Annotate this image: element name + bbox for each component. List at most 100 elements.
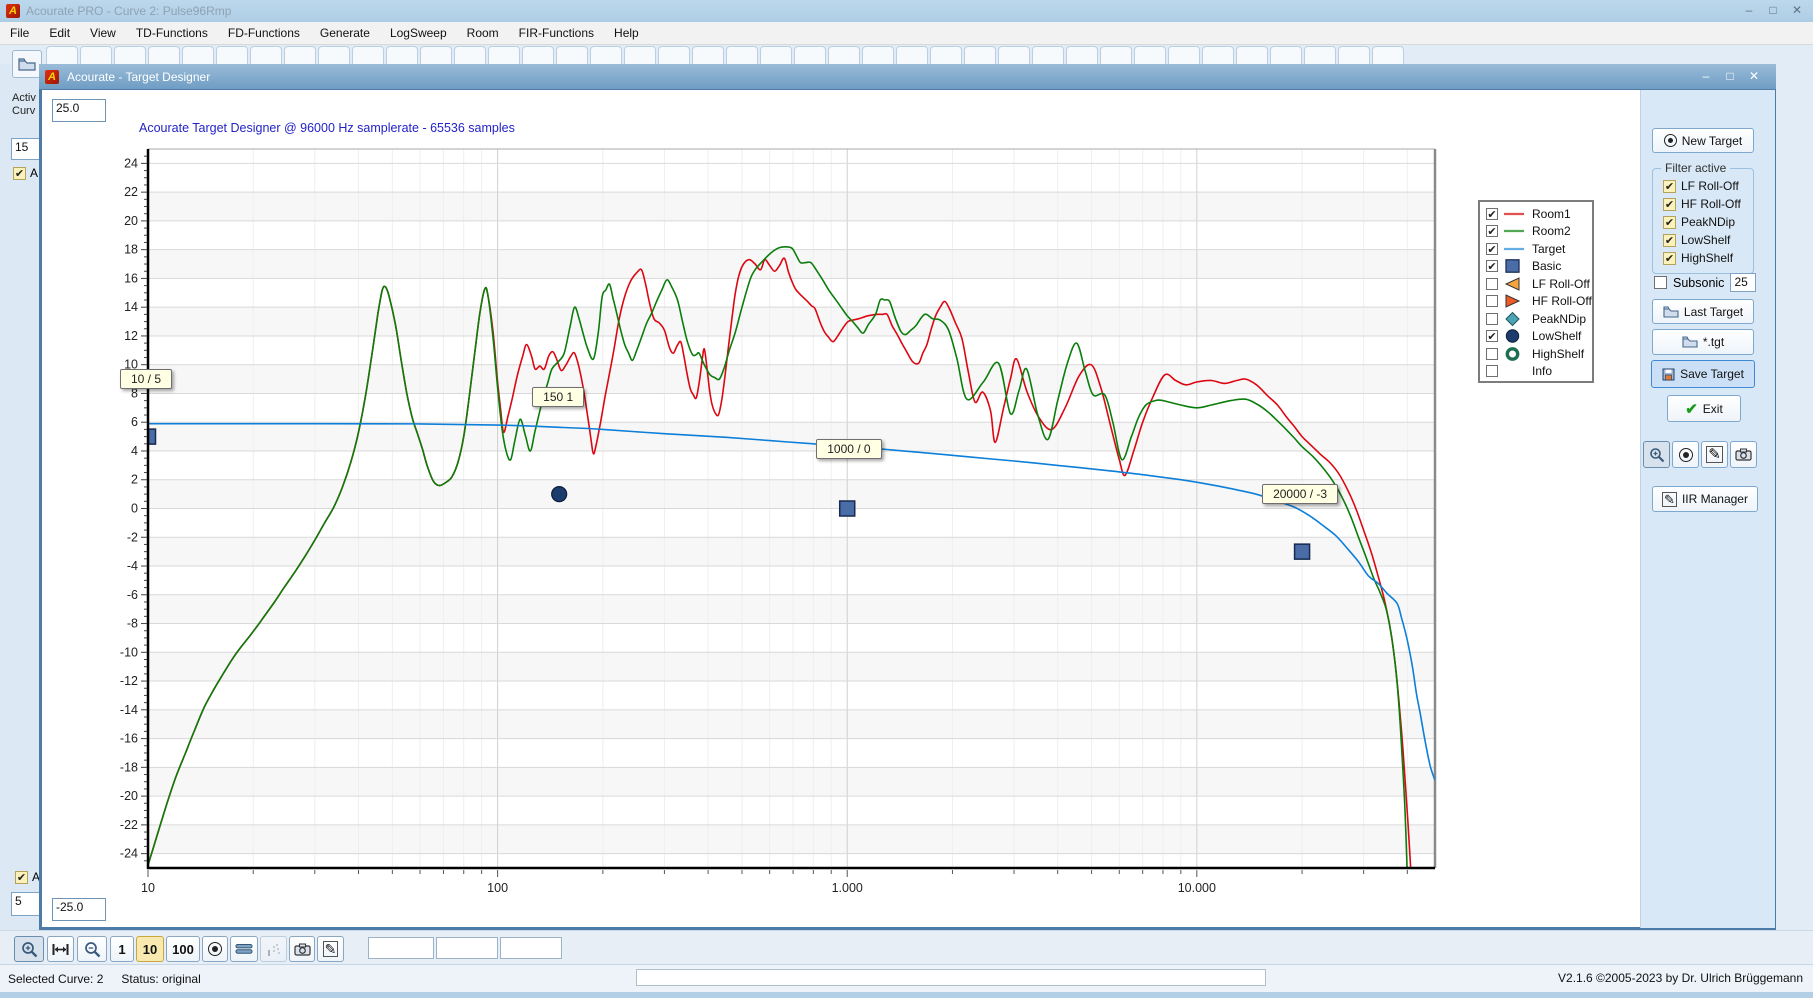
legend-checkbox-highshelf[interactable] [1486, 347, 1498, 360]
legend-item-lf-roll-off: LF Roll-Off [1480, 275, 1592, 293]
zoom-out-button[interactable] [77, 936, 107, 962]
legend-symbol-line-icon [1504, 247, 1524, 250]
legend-symbol-square-icon [1505, 259, 1520, 274]
menu-fir-functions[interactable]: FIR-Functions [518, 26, 595, 40]
grid-band [148, 767, 1435, 797]
legend-checkbox-lf-roll-off[interactable] [1486, 277, 1498, 290]
filter-checkbox-highshelf[interactable]: ✔ [1663, 251, 1676, 265]
y-tick-label: 8 [131, 386, 138, 400]
status-state: Status: original [121, 972, 201, 986]
legend-checkbox-lowshelf[interactable]: ✔ [1486, 330, 1498, 344]
menu-edit[interactable]: Edit [49, 26, 71, 40]
filter-checkbox-lf-roll-off[interactable]: ✔ [1663, 179, 1676, 193]
menu-logsweep[interactable]: LogSweep [389, 26, 447, 40]
menu-fd-functions[interactable]: FD-Functions [227, 26, 300, 40]
flatten-button[interactable] [230, 936, 258, 962]
menu-help[interactable]: Help [614, 26, 639, 40]
cursor-target-button[interactable] [202, 936, 228, 962]
child-minimize-icon[interactable]: – [1702, 68, 1710, 83]
grid-band [148, 307, 1435, 336]
filter-label: LowShelf [1681, 233, 1731, 247]
legend-checkbox-info[interactable] [1486, 365, 1498, 378]
exit-button[interactable]: ✔ Exit [1667, 395, 1741, 422]
legend-label: Room2 [1532, 224, 1571, 239]
zoom-level-1-button[interactable]: 1 [110, 936, 134, 962]
marker-basic[interactable] [838, 500, 856, 517]
legend-checkbox-target[interactable]: ✔ [1486, 242, 1498, 256]
grid-band [148, 709, 1435, 739]
minimize-icon[interactable]: – [1745, 3, 1753, 17]
coordinate-input-3[interactable] [500, 937, 562, 959]
ymin-field[interactable]: -25.0 [52, 898, 106, 921]
open-file-button[interactable] [12, 50, 42, 78]
y-tick-label: -18 [120, 760, 138, 774]
y-tick-label: -20 [120, 789, 138, 803]
grid-band [148, 652, 1435, 682]
legend-symbol-circle-icon [1505, 329, 1520, 343]
edit-button[interactable]: ✎ [1701, 441, 1728, 468]
coordinate-input-2[interactable] [436, 937, 498, 959]
legend-item-info: Info [1480, 363, 1592, 381]
maximize-icon[interactable]: □ [1769, 3, 1777, 17]
filter-checkbox-peakndip[interactable]: ✔ [1663, 215, 1676, 229]
legend-checkbox-hf-roll-off[interactable] [1486, 295, 1498, 308]
legend-symbol-line-icon [1504, 212, 1524, 215]
status-progress-area [636, 969, 1266, 986]
folder-icon [18, 57, 36, 71]
y-tick-label: 24 [124, 156, 138, 170]
save-target-button[interactable]: Save Target [1651, 360, 1755, 388]
menu-room[interactable]: Room [466, 26, 499, 40]
last-target-button[interactable]: Last Target [1652, 299, 1754, 324]
menu-view[interactable]: View [90, 26, 116, 40]
point-tooltip-20000-3: 20000 / -3 [1262, 483, 1339, 504]
marker-basic[interactable] [1293, 543, 1311, 560]
child-maximize-icon[interactable]: □ [1726, 68, 1734, 83]
marker-basic[interactable] [141, 428, 157, 445]
marker-lowshelf[interactable] [551, 486, 568, 503]
snapshot-button[interactable] [1730, 441, 1757, 468]
y-tick-label: -10 [120, 645, 138, 659]
legend-checkbox-room1[interactable]: ✔ [1486, 207, 1498, 221]
legend-item-peakndip: PeakNDip [1480, 310, 1592, 328]
zoom-in-button[interactable] [14, 936, 44, 962]
filter-checkbox-lowshelf[interactable]: ✔ [1663, 233, 1676, 247]
menu-generate[interactable]: Generate [319, 26, 370, 40]
legend-checkbox-peakndip[interactable] [1486, 312, 1498, 325]
child-close-icon[interactable]: ✕ [1748, 68, 1760, 83]
y-tick-label: 22 [124, 185, 138, 199]
zoom-level-10-button[interactable]: 10 [136, 936, 164, 962]
legend-checkbox-basic[interactable]: ✔ [1486, 260, 1498, 274]
coordinate-input-1[interactable] [368, 937, 434, 959]
filter-checkbox-hf-roll-off[interactable]: ✔ [1663, 197, 1676, 211]
target-point-button[interactable] [1672, 441, 1699, 468]
y-tick-label: 18 [124, 243, 138, 257]
filter-active-group: Filter active ✔ LF Roll-Off ✔ HF Roll-Off ✔ P… [1652, 161, 1754, 274]
y-tick-label: 12 [124, 329, 138, 343]
child-window-controls: – □ ✕ [1698, 68, 1762, 84]
load-tgt-button[interactable]: *.tgt [1652, 329, 1754, 355]
legend-checkbox-room2[interactable]: ✔ [1486, 225, 1498, 239]
bottom-checkbox[interactable]: ✔ [15, 870, 28, 884]
zoom-level-100-button[interactable]: 100 [166, 936, 200, 962]
filter-label: HighShelf [1681, 251, 1734, 265]
subsonic-field[interactable]: 25 [1730, 273, 1757, 292]
fit-width-button[interactable] [47, 936, 74, 962]
grid-band [148, 364, 1435, 394]
spray-button[interactable] [260, 936, 287, 962]
menu-file[interactable]: File [10, 26, 30, 40]
ymax-field[interactable]: 25.0 [52, 99, 106, 122]
new-target-button[interactable]: New Target [1652, 128, 1754, 153]
zoom-button[interactable] [1643, 441, 1670, 468]
annotate-button[interactable]: ✎ [317, 936, 344, 962]
screenshot-button[interactable] [289, 936, 315, 962]
menu-td-functions[interactable]: TD-Functions [135, 26, 208, 40]
iir-manager-button[interactable]: ✎ IIR Manager [1652, 486, 1758, 512]
subsonic-checkbox[interactable] [1654, 276, 1667, 289]
close-icon[interactable]: ✕ [1791, 3, 1803, 17]
legend-label: LF Roll-Off [1532, 276, 1590, 291]
legend-label: PeakNDip [1532, 311, 1587, 326]
top-checkbox[interactable]: ✔ [13, 166, 26, 180]
target-designer-icon: A [45, 69, 59, 84]
camera-icon [293, 943, 311, 956]
chart-canvas[interactable]: -24-22-20-18-16-14-12-10-8-6-4-202468101… [95, 140, 1445, 905]
